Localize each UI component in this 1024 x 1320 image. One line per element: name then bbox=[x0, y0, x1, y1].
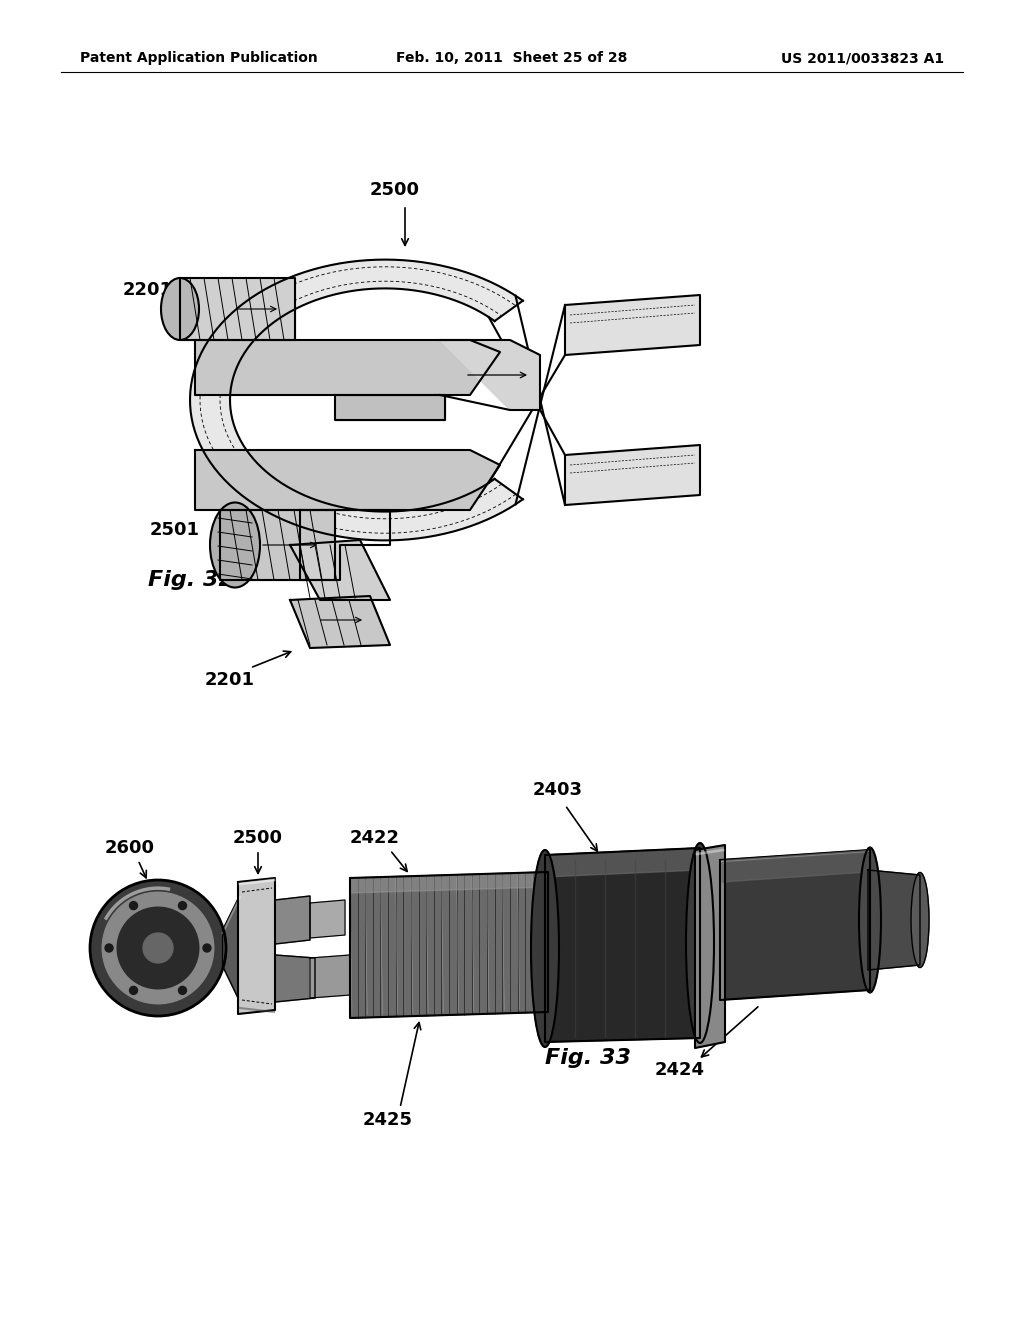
Polygon shape bbox=[868, 870, 920, 970]
Text: 2403: 2403 bbox=[534, 781, 583, 799]
Ellipse shape bbox=[210, 503, 260, 587]
Polygon shape bbox=[190, 260, 523, 540]
Text: Feb. 10, 2011  Sheet 25 of 28: Feb. 10, 2011 Sheet 25 of 28 bbox=[396, 51, 628, 65]
Polygon shape bbox=[565, 445, 700, 506]
Polygon shape bbox=[350, 873, 548, 1018]
Text: Patent Application Publication: Patent Application Publication bbox=[80, 51, 317, 65]
Ellipse shape bbox=[531, 850, 559, 1047]
Circle shape bbox=[117, 907, 199, 989]
Polygon shape bbox=[220, 510, 335, 579]
Ellipse shape bbox=[161, 279, 199, 341]
Circle shape bbox=[102, 892, 214, 1003]
Polygon shape bbox=[310, 954, 350, 998]
Polygon shape bbox=[545, 847, 700, 876]
Text: 2201: 2201 bbox=[205, 671, 255, 689]
Circle shape bbox=[105, 944, 113, 952]
Polygon shape bbox=[722, 851, 868, 882]
Text: 2600: 2600 bbox=[105, 840, 155, 857]
Polygon shape bbox=[290, 597, 390, 648]
Polygon shape bbox=[238, 878, 275, 1014]
Polygon shape bbox=[290, 540, 390, 601]
Polygon shape bbox=[440, 341, 540, 411]
Polygon shape bbox=[195, 450, 500, 510]
Polygon shape bbox=[545, 847, 700, 1041]
Circle shape bbox=[143, 933, 173, 964]
Circle shape bbox=[178, 986, 186, 994]
Polygon shape bbox=[275, 954, 315, 1002]
Polygon shape bbox=[180, 279, 295, 341]
Text: 2500: 2500 bbox=[233, 829, 283, 847]
Text: 2500: 2500 bbox=[370, 181, 420, 199]
Text: 2201: 2201 bbox=[123, 281, 173, 300]
Text: Fig. 32: Fig. 32 bbox=[148, 570, 234, 590]
Ellipse shape bbox=[859, 847, 881, 993]
Text: 2422: 2422 bbox=[350, 829, 400, 847]
Text: Fig. 33: Fig. 33 bbox=[545, 1048, 631, 1068]
Text: US 2011/0033823 A1: US 2011/0033823 A1 bbox=[781, 51, 944, 65]
Polygon shape bbox=[565, 294, 700, 355]
Polygon shape bbox=[720, 850, 870, 1001]
Polygon shape bbox=[275, 896, 310, 944]
Text: 2425: 2425 bbox=[362, 1111, 413, 1129]
Polygon shape bbox=[695, 845, 725, 1048]
Circle shape bbox=[203, 944, 211, 952]
Circle shape bbox=[129, 986, 137, 994]
Polygon shape bbox=[335, 395, 445, 420]
Ellipse shape bbox=[686, 843, 714, 1043]
Text: 2501: 2501 bbox=[150, 521, 200, 539]
Polygon shape bbox=[350, 873, 548, 894]
Polygon shape bbox=[195, 341, 500, 395]
Circle shape bbox=[178, 902, 186, 909]
Circle shape bbox=[90, 880, 226, 1016]
Polygon shape bbox=[310, 900, 345, 939]
Ellipse shape bbox=[911, 873, 929, 968]
Circle shape bbox=[129, 902, 137, 909]
Text: 2424: 2424 bbox=[655, 1061, 705, 1078]
Polygon shape bbox=[222, 895, 240, 1002]
